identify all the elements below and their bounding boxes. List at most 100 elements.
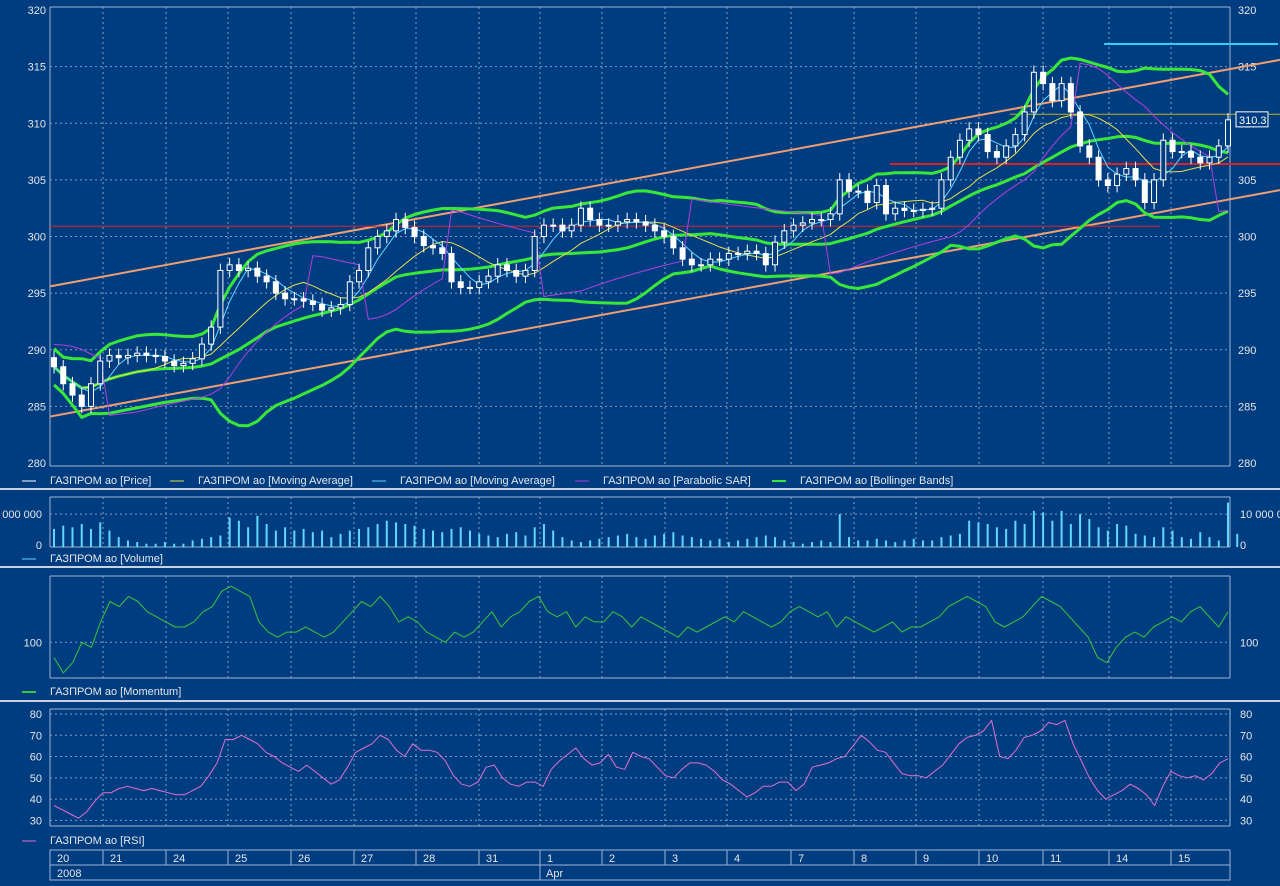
candle-down [1067, 83, 1074, 113]
candle-up [1030, 71, 1037, 113]
candle-up [1114, 173, 1121, 187]
last-price-box [1235, 111, 1269, 128]
candle-down [152, 354, 159, 358]
price-tick-right: 280 [1238, 458, 1256, 470]
candle-up [522, 269, 529, 277]
candle-up [855, 190, 862, 193]
legend-label: ГАЗПРОМ ао [Moving Average] [400, 475, 555, 487]
candle-up [827, 213, 834, 221]
price-tick-left: 310 [28, 118, 46, 130]
candle-up [124, 354, 131, 359]
x-axis-day-label: 11 [1050, 853, 1061, 865]
candle-up [1151, 179, 1158, 204]
candle-down [901, 207, 908, 211]
legend-label: ГАЗПРОМ ао [RSI] [50, 835, 145, 847]
candle-down [235, 264, 242, 271]
candle-up [735, 252, 742, 255]
price-tick-left: 295 [28, 288, 46, 300]
candle-down [300, 298, 307, 302]
candle-down [661, 230, 668, 237]
candle-down [60, 366, 67, 385]
x-axis-day-label: 9 [923, 853, 929, 865]
candle-down [882, 185, 889, 215]
legend-label: ГАЗПРОМ ао [Price] [50, 475, 151, 487]
candle-up [531, 236, 538, 271]
rsi-tick-right: 60 [1240, 752, 1252, 764]
x-axis-day-label: 14 [1116, 853, 1128, 865]
price-tick-right: 320 [1238, 5, 1256, 17]
candle-up [1021, 111, 1028, 136]
candle-down [975, 128, 982, 136]
candle-down [642, 221, 649, 226]
legend-label: ГАЗПРОМ ао [Moving Average] [198, 475, 353, 487]
candle-up [1215, 145, 1222, 158]
price-tick-left: 305 [28, 175, 46, 187]
candle-down [319, 303, 326, 311]
candle-up [365, 247, 372, 271]
candle-up [707, 258, 714, 266]
candle-up [540, 224, 547, 238]
price-tick-right: 285 [1238, 401, 1256, 413]
x-axis-day-label: 28 [423, 853, 435, 865]
legend-label: ГАЗПРОМ ао [Momentum] [50, 686, 181, 698]
candle-up [1058, 83, 1065, 102]
x-axis-day-label: 4 [734, 853, 740, 865]
candle-down [1086, 145, 1093, 158]
candle-up [106, 354, 113, 362]
candle-up [208, 326, 215, 345]
candle-up [910, 209, 917, 212]
candle-down [115, 354, 122, 359]
candle-up [291, 298, 298, 301]
candle-up [180, 362, 187, 367]
candle-up [725, 252, 732, 260]
price-tick-right: 305 [1238, 175, 1256, 187]
candle-down [1141, 179, 1148, 204]
momentum-tick-right: 100 [1240, 637, 1258, 649]
candle-up [577, 207, 584, 226]
volume-tick-right: 10 000 0 [1240, 509, 1280, 521]
volume-tick-right-zero: 0 [1240, 540, 1246, 552]
candle-up [1160, 139, 1167, 181]
legend-label: ГАЗПРОМ ао [Bollinger Bands] [800, 475, 953, 487]
rsi-tick-left: 60 [30, 752, 42, 764]
candle-up [97, 360, 104, 385]
candle-down [596, 219, 603, 226]
momentum-line [53, 585, 1229, 674]
price-tick-left: 285 [28, 401, 46, 413]
candle-up [1012, 134, 1019, 147]
candle-up [605, 224, 612, 227]
candle-down [1104, 179, 1111, 187]
candle-up [198, 343, 205, 360]
momentum-tick-left: 100 [24, 637, 42, 649]
bollinger-lower-band [52, 199, 1229, 428]
candle-up [328, 307, 335, 311]
candle-up [485, 275, 492, 283]
volume-tick-left-zero: 0 [36, 540, 42, 552]
candle-up [799, 222, 806, 226]
candle-up [873, 185, 880, 204]
candle-up [1206, 156, 1213, 164]
x-axis-period-label: 2008 [57, 868, 81, 880]
candle-down [272, 281, 279, 294]
candle-up [134, 352, 141, 356]
candle-down [762, 252, 769, 266]
x-axis-day-label: 1 [547, 853, 553, 865]
candle-down [1095, 156, 1102, 181]
x-axis-day-label: 15 [1178, 853, 1190, 865]
candle-up [790, 224, 797, 232]
price-tick-right: 290 [1238, 345, 1256, 357]
x-axis-day-label: 2 [609, 853, 615, 865]
candle-down [679, 247, 686, 260]
channel-lower-line [49, 189, 1280, 418]
candle-up [356, 269, 363, 283]
x-axis-day-label: 10 [986, 853, 998, 865]
candle-up [550, 224, 557, 227]
price-tick-right: 300 [1238, 232, 1256, 244]
candle-down [309, 300, 316, 305]
candle-down [430, 245, 437, 249]
candle-up [494, 264, 501, 277]
candle-up [245, 267, 252, 271]
rsi-tick-left: 70 [30, 730, 42, 742]
candle-down [688, 258, 695, 266]
candle-up [1225, 119, 1231, 147]
